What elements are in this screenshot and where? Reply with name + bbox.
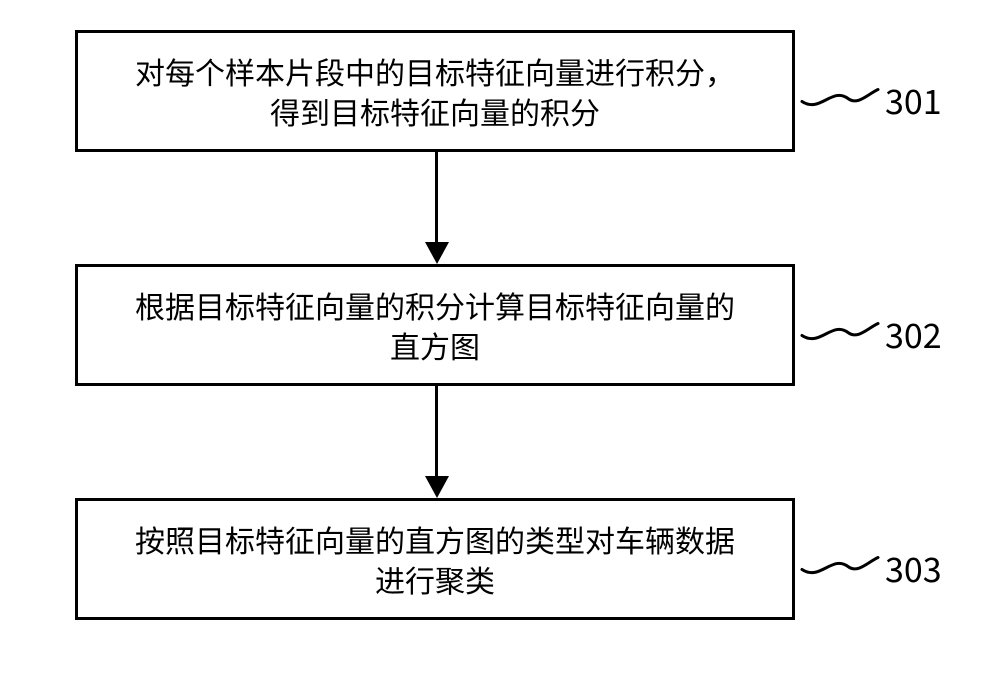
step-302-ref: 302: [885, 309, 942, 358]
flowchart-canvas: 对每个样本片段中的目标特征向量进行积分， 得到目标特征向量的积分 301 根据目标…: [0, 0, 1000, 685]
squiggle-connector: [800, 85, 880, 115]
step-303: 按照目标特征向量的直方图的类型对车辆数据 进行聚类: [75, 498, 795, 620]
squiggle-connector: [800, 319, 880, 349]
step-302: 根据目标特征向量的积分计算目标特征向量的 直方图: [75, 264, 795, 386]
step-301-text: 对每个样本片段中的目标特征向量进行积分， 得到目标特征向量的积分: [135, 51, 735, 132]
squiggle-connector: [800, 553, 880, 583]
step-302-text: 根据目标特征向量的积分计算目标特征向量的 直方图: [135, 285, 735, 366]
arrow-step-302-to-step-303: [435, 386, 438, 476]
step-301-ref: 301: [885, 75, 942, 124]
step-301-connector: [800, 85, 880, 115]
step-301: 对每个样本片段中的目标特征向量进行积分， 得到目标特征向量的积分: [75, 30, 795, 152]
step-303-connector: [800, 553, 880, 583]
step-303-ref: 303: [885, 543, 942, 592]
arrow-step-301-to-step-302: [435, 152, 438, 242]
arrow-head-step-302-to-step-303: [425, 476, 449, 498]
arrow-head-step-301-to-step-302: [425, 242, 449, 264]
step-303-text: 按照目标特征向量的直方图的类型对车辆数据 进行聚类: [135, 519, 735, 600]
step-302-connector: [800, 319, 880, 349]
